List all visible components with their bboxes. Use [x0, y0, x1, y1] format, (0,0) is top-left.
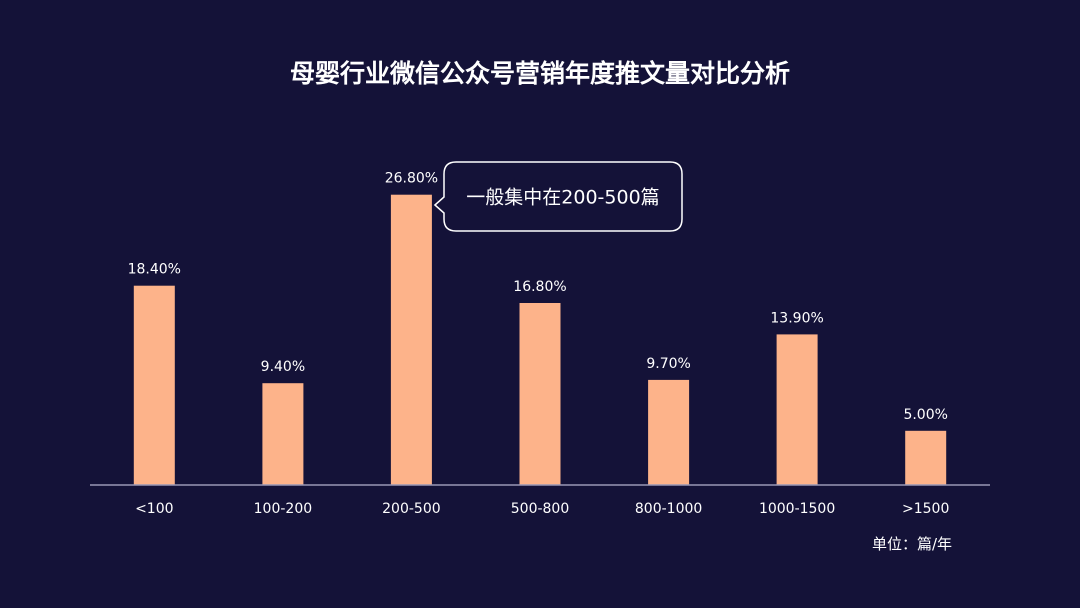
x-tick-label-1: 100-200: [254, 501, 313, 517]
bars-layer: [133, 194, 947, 485]
x-axis-tick-labels: <100 100-200 200-500 500-800 800-1000 1000-15…: [135, 501, 949, 517]
bar-2: [390, 194, 432, 485]
value-label-2: 26.80%: [385, 171, 438, 187]
x-tick-label-4: 800-1000: [635, 501, 702, 517]
value-label-5: 13.90%: [770, 310, 823, 326]
bar-0: [133, 285, 175, 485]
bar-6: [905, 430, 947, 485]
x-tick-label-0: <100: [135, 501, 173, 517]
value-label-6: 5.00%: [903, 407, 947, 423]
callout-text: 一般集中在200-500篇: [466, 187, 659, 209]
x-tick-label-5: 1000-1500: [759, 501, 835, 517]
value-label-0: 18.40%: [128, 262, 181, 278]
callout-box: [433, 161, 683, 232]
x-tick-label-6: >1500: [902, 501, 949, 517]
x-tick-label-3: 500-800: [511, 501, 570, 517]
value-label-1: 9.40%: [261, 359, 305, 375]
bar-4: [648, 379, 690, 485]
value-labels-layer: 18.40% 9.40% 26.80% 16.80% 9.70% 13.90% 5.00%: [128, 171, 948, 423]
unit-label: 单位：篇/年: [872, 535, 952, 553]
bar-5: [776, 334, 818, 485]
bar-3: [519, 303, 561, 485]
value-label-3: 16.80%: [513, 279, 566, 295]
value-label-4: 9.70%: [646, 356, 690, 372]
x-tick-label-2: 200-500: [382, 501, 441, 517]
bar-1: [262, 383, 304, 485]
chart-title: 母婴行业微信公众号营销年度推文量对比分析: [290, 59, 790, 88]
annotation-callout: 一般集中在200-500篇: [433, 161, 683, 232]
